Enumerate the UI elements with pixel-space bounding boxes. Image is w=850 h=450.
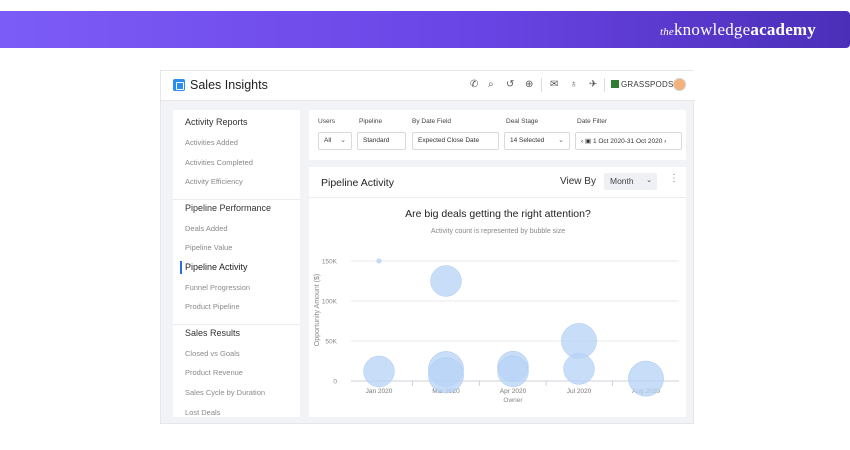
app-logo-icon [173,79,185,91]
sidebar-item-sales-cycle-by-duration[interactable]: Sales Cycle by Duration [185,388,266,397]
view-by-select[interactable]: Month ⌄ [604,173,657,190]
date-filter-range[interactable]: ‹ ▣ 1 Oct 2020-31 Oct 2020 › [575,132,682,150]
phone-icon[interactable]: ✆ [470,79,479,90]
bubble-point [363,355,395,388]
bubble-point [428,357,464,394]
top-bar: Sales Insights ✆ ⌕ ↺ ⊕ ✉ ♁ ✈ GRASSPODS [161,71,695,101]
mail-icon[interactable]: ✉ [550,79,559,90]
sidebar-item-lost-deals[interactable]: Lost Deals [185,407,221,417]
date-field-value: Expected Close Date [418,137,480,144]
bubble-point [497,355,529,388]
panel-divider [309,197,686,198]
bubble-point [561,323,597,359]
date-filter-label: Date Filter [577,118,607,125]
deal-stage-label: Deal Stage [506,118,539,125]
org-switcher[interactable]: GRASSPODS [611,80,673,89]
y-tick-label: 150K [322,259,338,266]
add-icon[interactable]: ⊕ [525,79,534,90]
chart-subtitle: Activity count is represented by bubble … [431,228,565,235]
deal-stage-value: 14 Selected [510,137,545,144]
bubble-point [628,360,664,397]
app-window: Sales Insights ✆ ⌕ ↺ ⊕ ✉ ♁ ✈ GRASSPODS A… [160,70,695,424]
sidebar-item-activity-efficiency[interactable]: Activity Efficiency [185,177,243,187]
pipeline-activity-panel: Pipeline Activity View By Month ⌄ ⋮ Are b… [309,167,686,417]
site-banner: theknowledgeacademy [0,11,850,48]
chart-title: Are big deals getting the right attentio… [405,208,591,220]
deal-stage-select[interactable]: 14 Selected ⌄ [504,132,570,150]
sidebar-divider [173,198,300,200]
brand-logo: theknowledgeacademy [660,20,816,40]
sidebar-item-activities-completed[interactable]: Activities Completed [185,157,253,167]
date-field-select[interactable]: Expected Close Date [412,132,499,150]
users-filter-label: Users [318,118,335,125]
date-field-label: By Date Field [412,118,452,125]
active-item-indicator [180,261,182,274]
sidebar-item-deals-added[interactable]: Deals Added [185,223,228,233]
sidebar-divider [173,323,300,325]
y-tick-label: 100K [322,299,338,306]
x-tick-label: Jul 2020 [567,388,592,395]
search-icon[interactable]: ⌕ [488,79,494,90]
chevron-down-icon: ⌄ [340,137,346,144]
app-title: Sales Insights [190,78,268,92]
y-axis-label: Opportunity Amount ($) [314,274,321,346]
sidebar-item-activities-added[interactable]: Activities Added [185,138,238,147]
view-by-value: Month [610,176,634,186]
users-select-value: All [324,137,332,144]
x-tick-label: Jan 2020 [366,388,393,395]
y-tick-label: 50K [325,339,337,346]
history-icon[interactable]: ↺ [506,79,515,90]
bubble-chart: Are big deals getting the right attentio… [314,208,679,404]
mic-icon[interactable]: ♁ [570,79,578,90]
bubble-point [563,353,595,385]
x-tick-label: Apr 2020 [500,388,527,395]
bubble-point [430,265,462,297]
chevron-left-icon[interactable]: ‹ [581,138,584,145]
toolbar-divider [541,78,542,92]
sidebar-section-heading: Activity Reports [185,117,248,127]
pipeline-select-value: Standard [363,137,390,144]
bubble-point [376,258,382,264]
brand-mid: knowledge [673,20,751,39]
chevron-down-icon: ⌄ [558,137,564,144]
calendar-icon: ▣ [584,138,592,145]
sidebar-item-pipeline-activity[interactable]: Pipeline Activity [185,262,248,272]
avatar[interactable] [673,78,686,91]
sidebar-section-heading: Pipeline Performance [185,202,272,213]
sidebar-item-funnel-progression[interactable]: Funnel Progression [185,282,251,292]
toolbar-divider [604,78,605,92]
report-sidebar: Activity Reports Activities Added Activiti… [173,110,300,417]
panel-title: Pipeline Activity [321,177,394,189]
sidebar-item-pipeline-value[interactable]: Pipeline Value [185,243,233,253]
brand-prefix: the [659,26,674,38]
sidebar-item-closed-vs-goals[interactable]: Closed vs Goals [185,348,240,358]
chevron-right-icon[interactable]: › [664,138,667,145]
users-select[interactable]: All ⌄ [318,132,352,150]
view-by-label: View By [560,176,596,187]
sidebar-item-product-revenue[interactable]: Product Revenue [185,368,243,378]
x-axis-label: Owner [503,397,523,404]
chevron-down-icon: ⌄ [646,177,652,184]
pipeline-filter-label: Pipeline [359,118,383,125]
brand-bold: academy [750,20,816,39]
date-filter-value: 1 Oct 2020-31 Oct 2020 [592,138,663,145]
y-tick-label: 0 [333,379,337,386]
pipeline-select[interactable]: Standard [357,132,406,150]
org-logo-icon [611,80,619,88]
more-options-icon[interactable]: ⋮ [669,173,679,184]
sidebar-section-heading: Sales Results [185,327,241,338]
filter-bar: Users All ⌄ Pipeline Standard By Date Fie… [309,110,686,160]
org-name: GRASSPODS [621,80,674,89]
sidebar-item-product-pipeline[interactable]: Product Pipeline [185,302,240,312]
notification-icon[interactable]: ✈ [589,79,598,90]
